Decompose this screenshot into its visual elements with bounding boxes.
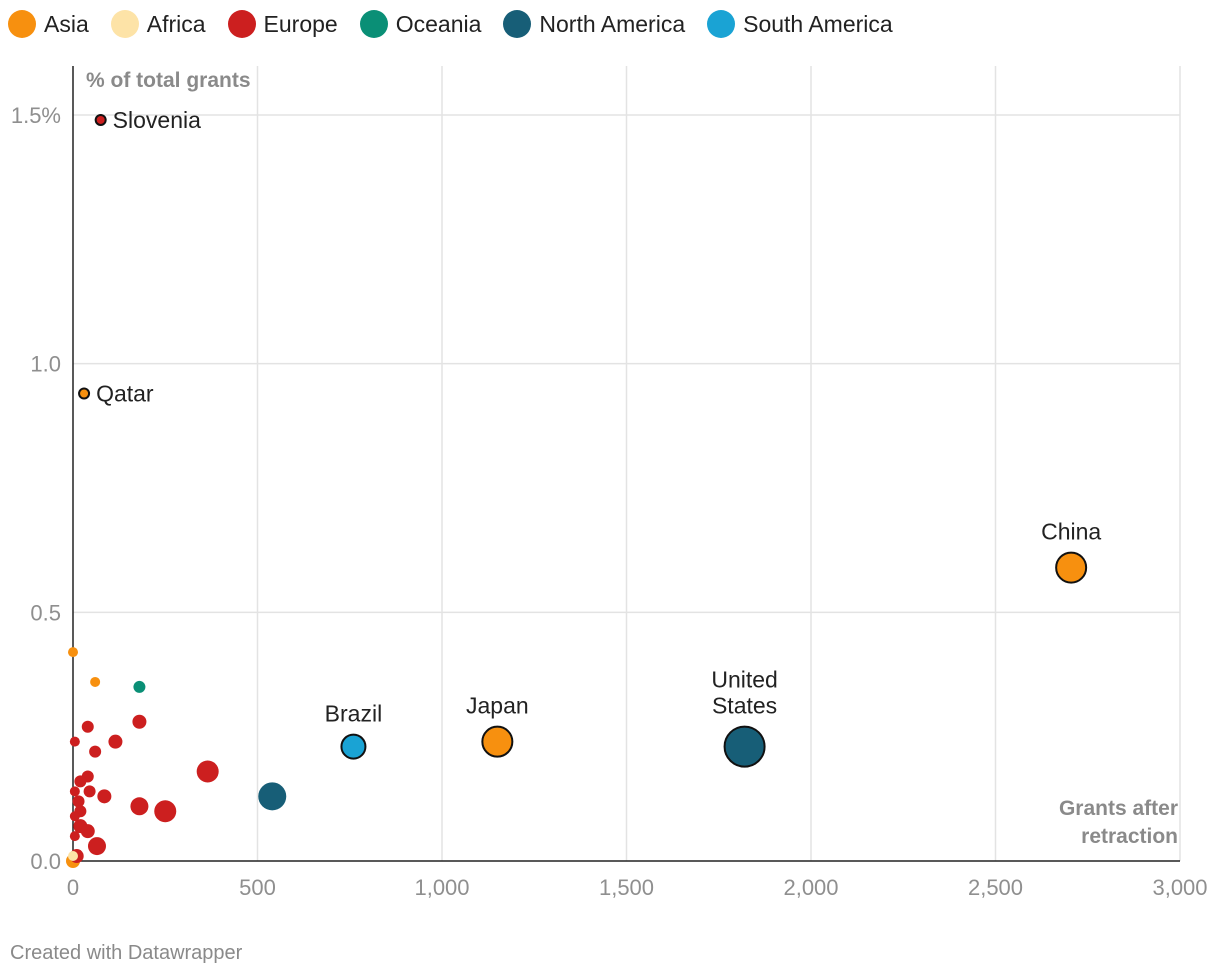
x-tick-label: 1,500 [599,875,654,900]
axes: 0 500 1,000 1,500 2,000 2,500 3,000 0.0 0.5 1.0 1.… [11,66,1208,900]
point-qatar[interactable] [78,387,91,400]
label-brazil: Brazil [325,701,383,727]
legend-item-oceania[interactable]: Oceania [359,10,482,38]
y-tick-label: 1.0 [30,352,61,377]
footer-credit[interactable]: Created with Datawrapper [10,942,243,964]
x-tick-label: 500 [239,875,276,900]
point-europe-m[interactable] [130,797,149,816]
point-europe-r[interactable] [80,824,95,839]
legend-swatch-europe [227,10,256,38]
legend-swatch-asia [8,10,36,38]
legend-swatch-africa [110,10,139,38]
x-tick-label: 2,000 [783,875,838,900]
point-europe-i[interactable] [69,786,80,797]
y-tick-label: 1.5% [11,103,61,128]
label-slovenia: Slovenia [113,107,201,133]
legend-swatch-oceania [359,10,388,38]
legend-item-africa[interactable]: Africa [110,10,206,38]
y-tick-label: 0.0 [30,849,61,874]
legend-item-europe[interactable]: Europe [227,10,338,38]
point-europe-e[interactable] [89,745,102,758]
point-canada[interactable] [258,782,287,811]
legend-swatch-south-america [707,10,736,38]
scatter-chart: 0 500 1,000 1,500 2,000 2,500 3,000 0.0 0.5 1.0 1.… [11,66,1208,900]
point-europe-s[interactable] [69,831,80,842]
point-europe-p[interactable] [69,811,80,822]
point-europe-a[interactable] [132,714,147,729]
point-china[interactable] [1055,551,1088,584]
y-tick-label: 0.5 [30,600,61,625]
gridlines [73,66,1181,861]
legend-item-north-america[interactable]: North America [503,10,685,38]
x-axis-title-line: Grants after [1059,797,1178,820]
legend-label-africa: Africa [146,10,206,37]
point-labels: Slovenia Qatar China United States Japan Brazi… [96,107,1101,727]
legend-label-europe: Europe [263,10,338,37]
x-tick-label: 0 [67,875,79,900]
point-united-states[interactable] [723,725,766,768]
legend-swatch-north-america [503,10,532,38]
x-tick-label: 3,000 [1152,875,1207,900]
point-europe-j[interactable] [83,785,96,798]
x-tick-label: 1,000 [414,875,469,900]
label-china-line: China [1041,519,1101,545]
y-axis-title: % of total grants [86,69,251,92]
point-brazil[interactable] [340,733,367,760]
label-united-states-line: States [712,693,777,719]
point-europe-d[interactable] [108,734,123,749]
legend: Asia Africa Europe Oceania North America… [8,10,915,38]
legend-label-north-america: North America [539,10,686,37]
label-united-states: United States [711,667,777,719]
point-europe-f[interactable] [196,760,219,783]
point-australia[interactable] [133,680,146,693]
label-japan: Japan [466,693,529,719]
point-europe-b[interactable] [81,720,94,733]
point-africa-a[interactable] [68,851,78,862]
data-points [66,113,1088,868]
point-europe-h[interactable] [74,775,87,788]
point-europe-n[interactable] [154,800,177,823]
point-europe-k[interactable] [97,789,112,804]
x-axis-title: Grants after retraction [1059,797,1178,848]
legend-item-south-america[interactable]: South America [707,10,893,38]
x-tick-label: 2,500 [968,875,1023,900]
label-united-states-line: United [711,667,777,693]
legend-item-asia[interactable]: Asia [8,10,89,38]
point-japan[interactable] [481,725,514,758]
legend-label-asia: Asia [44,10,89,37]
label-china: China [1041,519,1101,545]
point-europe-l[interactable] [72,795,85,808]
point-europe-t[interactable] [87,837,106,856]
legend-label-oceania: Oceania [395,10,482,37]
label-japan-line: Japan [466,693,529,719]
point-asia-b[interactable] [90,676,101,687]
label-qatar: Qatar [96,381,154,407]
label-brazil-line: Brazil [325,701,383,727]
point-europe-c[interactable] [69,736,80,747]
x-axis-title-line: retraction [1081,825,1178,848]
legend-label-south-america: South America [743,10,893,37]
point-asia-a[interactable] [68,647,78,658]
point-slovenia[interactable] [94,113,107,126]
